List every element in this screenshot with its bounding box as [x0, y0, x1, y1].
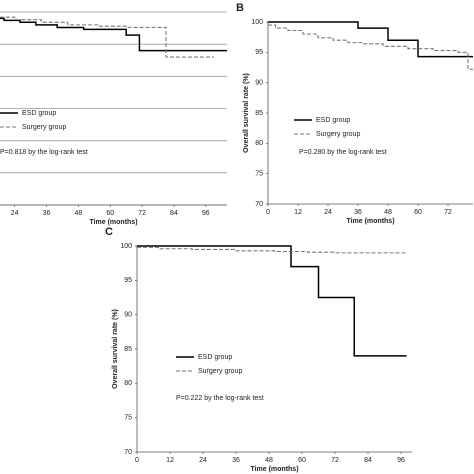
x-tick-label: 96 — [397, 457, 405, 464]
x-axis-label: Time (months) — [250, 466, 298, 473]
survival-curve — [137, 245, 407, 357]
x-tick-label: 12 — [166, 457, 174, 464]
y-tick-label: 75 — [124, 415, 132, 422]
x-tick-label: 72 — [138, 210, 146, 217]
y-tick-label: 80 — [124, 380, 132, 387]
x-tick-label: 24 — [199, 457, 207, 464]
y-axis-label: Overall survival rate (%) — [243, 73, 250, 153]
x-tick-label: 0 — [135, 457, 139, 464]
survival-curve — [268, 21, 473, 58]
y-tick-label: 85 — [124, 346, 132, 353]
x-tick-label: 96 — [202, 210, 210, 217]
x-tick-label: 48 — [384, 209, 392, 216]
x-tick-label: 60 — [298, 457, 306, 464]
y-tick-label: 80 — [255, 140, 263, 147]
y-tick-label: 75 — [255, 171, 263, 178]
legend-label: Surgery group — [316, 131, 360, 138]
x-axis-label: Time (months) — [89, 219, 137, 226]
x-tick-label: 60 — [106, 210, 114, 217]
annotation: P=0.280 by the log-rank test — [299, 149, 387, 156]
y-tick-label: 70 — [124, 449, 132, 456]
x-axis-label: Time (months) — [346, 218, 394, 225]
y-tick-label: 95 — [255, 49, 263, 56]
panel-label: C — [105, 226, 113, 238]
x-tick-label: 60 — [414, 209, 422, 216]
x-tick-label: 24 — [324, 209, 332, 216]
x-tick-label: 84 — [170, 210, 178, 217]
legend-label: ESD group — [316, 117, 350, 124]
legend-label: Surgery group — [22, 124, 66, 131]
x-tick-label: 36 — [43, 210, 51, 217]
y-tick-label: 95 — [124, 277, 132, 284]
survival-curve — [137, 246, 407, 254]
y-tick-label: 100 — [120, 243, 132, 250]
x-tick-label: 0 — [266, 209, 270, 216]
y-tick-label: 90 — [124, 312, 132, 319]
legend-label: ESD group — [22, 110, 56, 117]
survival-curve — [0, 17, 227, 52]
survival-curve — [0, 16, 214, 58]
legend-label: Surgery group — [198, 368, 242, 375]
y-tick-label: 85 — [255, 110, 263, 117]
legend-label: ESD group — [198, 354, 232, 361]
x-tick-label: 24 — [11, 210, 19, 217]
x-tick-label: 36 — [232, 457, 240, 464]
annotation: P=0.818 by the log-rank test — [0, 149, 88, 156]
x-tick-label: 84 — [364, 457, 372, 464]
survival-curve — [268, 24, 473, 70]
x-tick-label: 72 — [331, 457, 339, 464]
x-tick-label: 36 — [354, 209, 362, 216]
y-tick-label: 90 — [255, 80, 263, 87]
x-tick-label: 72 — [444, 209, 452, 216]
panel-label: B — [236, 2, 244, 14]
x-tick-label: 48 — [265, 457, 273, 464]
y-tick-label: 100 — [251, 19, 263, 26]
annotation: P=0.222 by the log-rank test — [176, 395, 264, 402]
x-tick-label: 12 — [294, 209, 302, 216]
y-tick-label: 70 — [255, 201, 263, 208]
x-tick-label: 48 — [74, 210, 82, 217]
y-axis-label: Overall survival rate (%) — [112, 309, 119, 389]
